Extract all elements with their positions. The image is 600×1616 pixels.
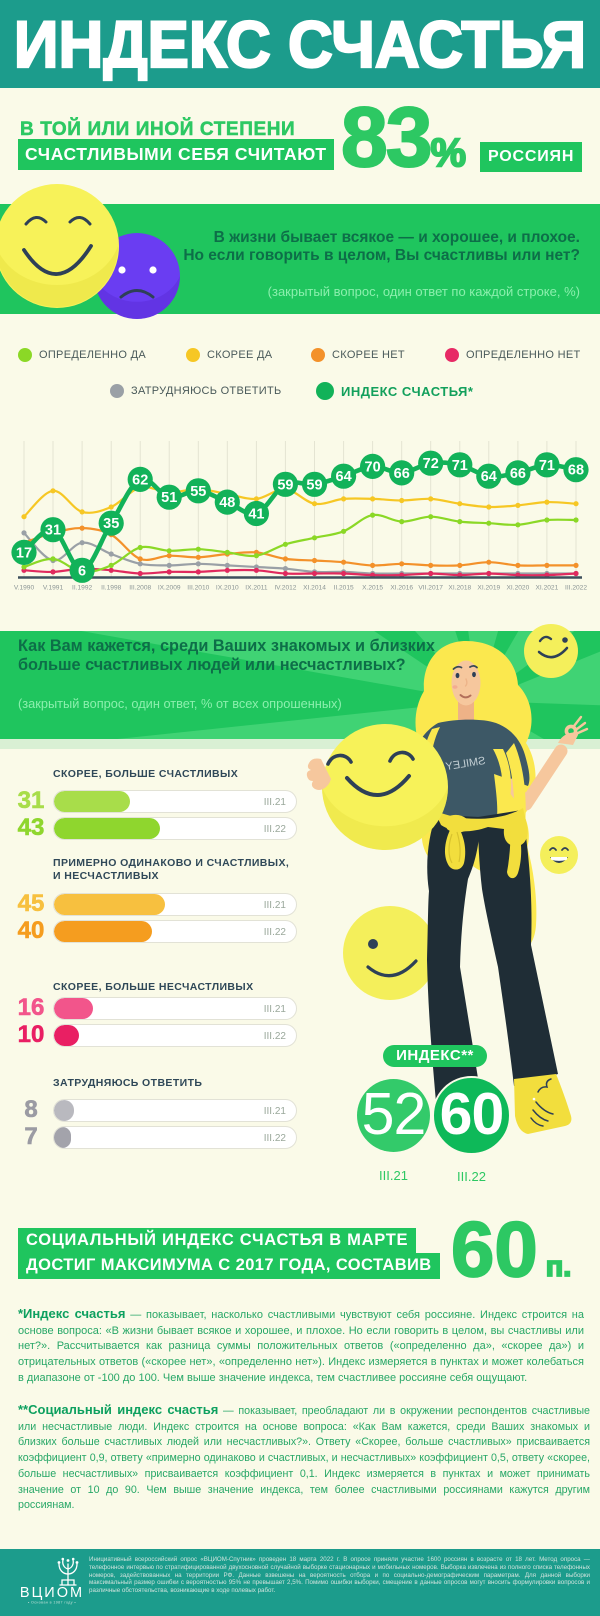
svg-text:55: 55 [190, 484, 206, 500]
svg-text:XI.2014: XI.2014 [303, 585, 326, 592]
svg-text:III.2022: III.2022 [565, 585, 587, 592]
svg-text:66: 66 [394, 466, 410, 482]
svg-text:III.2008: III.2008 [129, 585, 151, 592]
svg-text:64: 64 [481, 469, 497, 485]
svg-text:VII.2017: VII.2017 [418, 585, 443, 592]
svg-text:71: 71 [452, 458, 468, 474]
svg-text:70: 70 [365, 459, 381, 475]
svg-text:6: 6 [78, 563, 86, 579]
svg-text:64: 64 [336, 469, 352, 485]
svg-text:XI.2018: XI.2018 [448, 585, 471, 592]
svg-text:62: 62 [132, 472, 148, 488]
svg-text:71: 71 [539, 458, 555, 474]
svg-text:48: 48 [219, 495, 235, 511]
svg-text:IV.2012: IV.2012 [274, 585, 296, 592]
svg-text:72: 72 [423, 456, 439, 472]
svg-text:XI.2021: XI.2021 [536, 585, 559, 592]
svg-text:51: 51 [161, 490, 177, 506]
svg-text:IX.2010: IX.2010 [216, 585, 239, 592]
svg-text:66: 66 [510, 466, 526, 482]
svg-text:IX.2009: IX.2009 [158, 585, 181, 592]
svg-text:XI.2016: XI.2016 [390, 585, 413, 592]
svg-text:ВЦИОМ: ВЦИОМ [20, 1585, 84, 1601]
svg-text:II.1998: II.1998 [101, 585, 121, 592]
svg-text:II.1992: II.1992 [72, 585, 92, 592]
svg-text:XI.2019: XI.2019 [477, 585, 500, 592]
svg-text:35: 35 [103, 516, 119, 532]
svg-text:V.1990: V.1990 [14, 585, 35, 592]
svg-text:41: 41 [248, 507, 264, 523]
svg-text:XI.2020: XI.2020 [507, 585, 530, 592]
svg-text:68: 68 [568, 463, 584, 479]
svg-text:X.2015: X.2015 [362, 585, 383, 592]
svg-text:17: 17 [16, 545, 32, 561]
svg-text:59: 59 [306, 477, 322, 493]
svg-text:III.2010: III.2010 [187, 585, 209, 592]
svg-text:V.1991: V.1991 [43, 585, 64, 592]
svg-text:59: 59 [277, 477, 293, 493]
svg-text:II.2015: II.2015 [334, 585, 354, 592]
svg-text:IX.2011: IX.2011 [245, 585, 268, 592]
svg-text:31: 31 [45, 523, 61, 539]
svg-text:• Основан в 1987 году •: • Основан в 1987 году • [28, 1601, 76, 1605]
